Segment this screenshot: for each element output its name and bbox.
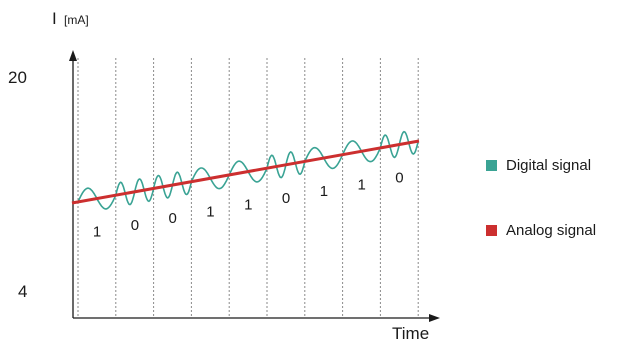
- legend-item-digital: Digital signal: [486, 157, 591, 174]
- y-tick-label-4: 4: [18, 282, 27, 301]
- legend-item-analog: Analog signal: [486, 222, 596, 239]
- bit-label: 1: [320, 183, 328, 200]
- x-axis-arrow: [429, 314, 440, 322]
- bit-label: 0: [395, 170, 403, 187]
- bit-period-gridlines: [77, 58, 419, 317]
- bit-label: 0: [169, 210, 177, 227]
- y-axis-label: I: [52, 9, 57, 28]
- y-axis-unit: [mA]: [64, 13, 89, 27]
- analog-signal-line: [71, 139, 420, 205]
- bit-label: 1: [244, 197, 252, 214]
- digital-signal-swatch: [486, 160, 497, 171]
- x-axis-label: Time: [392, 324, 429, 342]
- legend-label-digital: Digital signal: [506, 157, 592, 174]
- analog-signal-swatch: [486, 225, 497, 236]
- y-axis-arrow: [69, 50, 77, 61]
- bit-label: 1: [206, 203, 214, 220]
- bit-label: 0: [282, 190, 290, 207]
- y-tick-label-20: 20: [8, 68, 27, 87]
- bit-label: 1: [93, 224, 101, 241]
- bit-label: 1: [358, 176, 366, 193]
- bit-labels: 1 0 0 1 1 0 1 1 0: [93, 170, 404, 241]
- bit-label: 0: [131, 217, 139, 234]
- legend-label-analog: Analog signal: [506, 222, 597, 239]
